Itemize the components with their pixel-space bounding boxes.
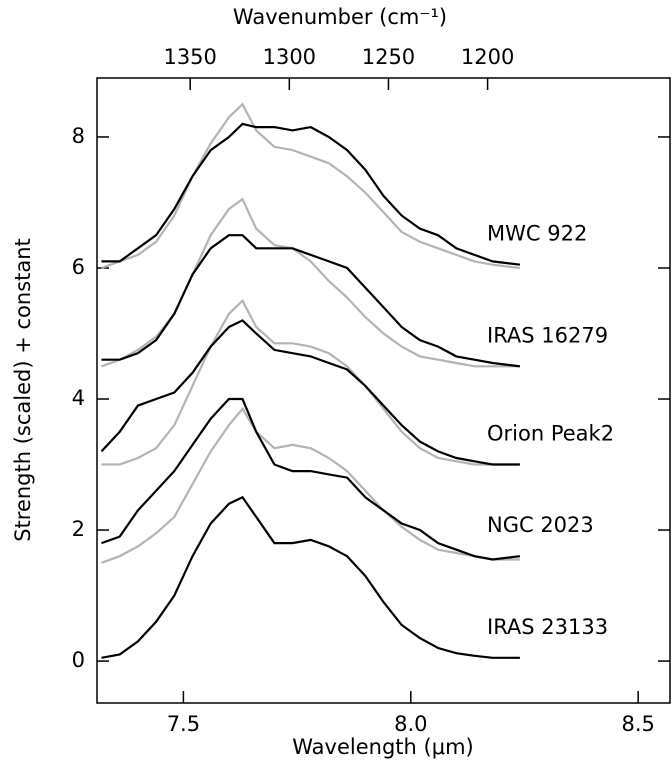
- x2-tick-label: 1200: [461, 45, 514, 69]
- series-label: IRAS 23133: [487, 615, 608, 639]
- y-tick-label: 4: [72, 386, 85, 410]
- spectrum-line: [101, 102, 521, 270]
- x-tick-label: 8.0: [394, 712, 427, 736]
- x2-tick-label: 1350: [163, 45, 216, 69]
- spectrum-line: [101, 234, 521, 368]
- y-tick-label: 8: [72, 124, 85, 148]
- y-axis-title: Strength (scaled) + constant: [11, 238, 35, 542]
- x2-tick-label: 1250: [362, 45, 415, 69]
- spectrum-line: [101, 406, 520, 564]
- spectrum-line: [100, 319, 520, 466]
- y-tick-label: 6: [72, 255, 85, 279]
- spectrum-line: [101, 122, 521, 266]
- plot-frame: [96, 77, 671, 704]
- x2-axis-title: Wavenumber (cm⁻¹): [233, 5, 447, 29]
- x2-tick-label: 1300: [263, 45, 316, 69]
- spectrum-line: [101, 298, 520, 466]
- x-tick-label: 8.5: [621, 712, 654, 736]
- series-label: MWC 922: [487, 222, 587, 246]
- y-tick-label: 2: [72, 517, 85, 541]
- y-tick-label: 0: [72, 648, 85, 672]
- x-tick-label: 7.5: [167, 712, 200, 736]
- x-axis-title: Wavelength (μm): [292, 735, 473, 759]
- series-label: NGC 2023: [487, 513, 594, 537]
- spectrum-line: [101, 495, 520, 659]
- series-label: Orion Peak2: [487, 422, 614, 446]
- spectrum-line: [101, 397, 521, 561]
- series-label: IRAS 16279: [487, 323, 608, 347]
